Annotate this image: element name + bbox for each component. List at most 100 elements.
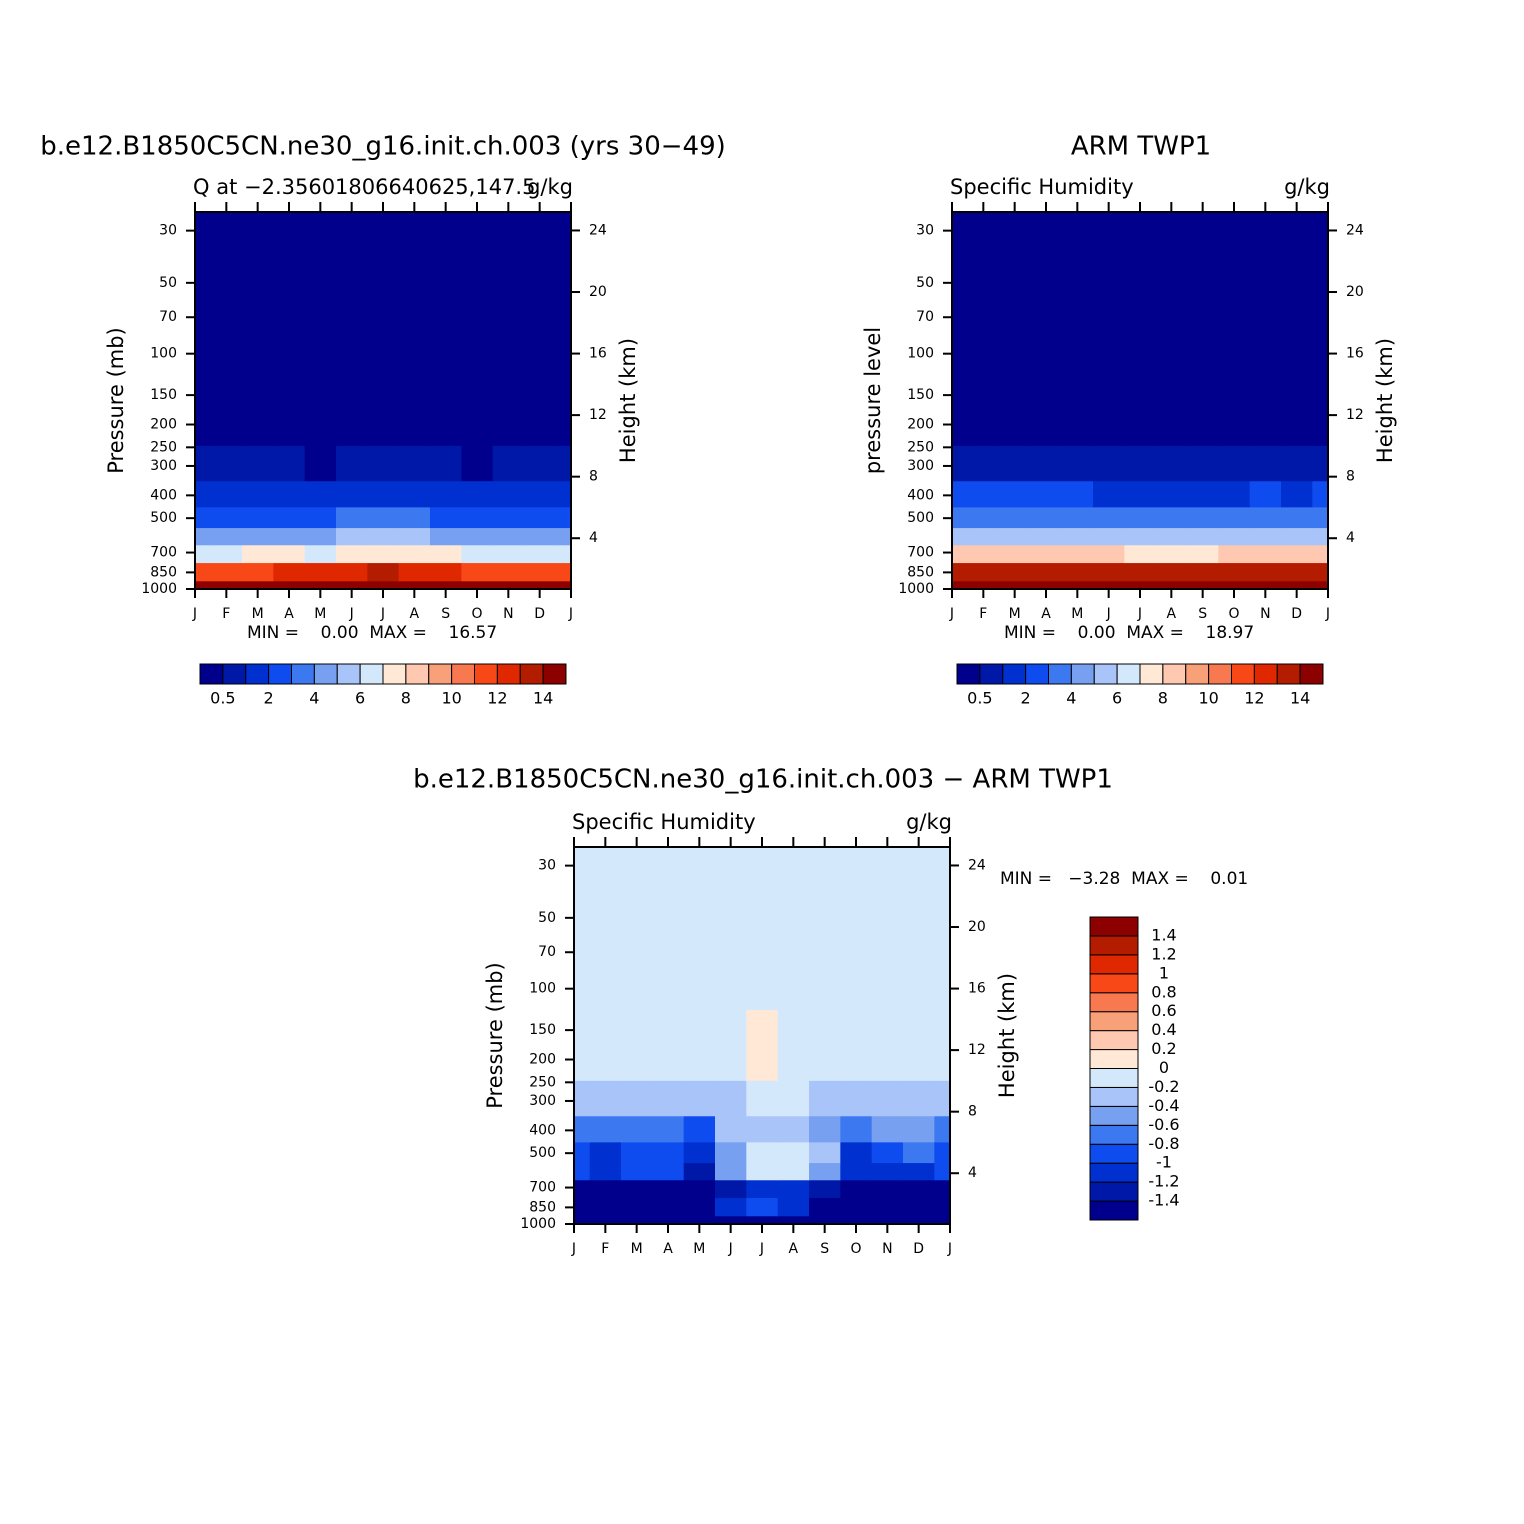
contour-cell [367, 580, 400, 590]
contour-cell [398, 292, 431, 375]
contour-cell [903, 1179, 935, 1199]
x-tick-label: S [820, 1241, 829, 1257]
contour-cell [304, 562, 337, 582]
contour-cell [589, 1162, 622, 1181]
colorbar-box [1089, 1124, 1139, 1145]
y-tick-label: 100 [150, 346, 177, 362]
contour-cell [1093, 292, 1125, 375]
contour-cell [809, 1009, 841, 1046]
y-tick-label: 850 [150, 564, 177, 580]
colorbar-box [1089, 916, 1139, 937]
contour-cell [336, 292, 368, 375]
x-tick-label: J [728, 1241, 733, 1257]
contour-cell [589, 1044, 622, 1081]
contour-cell [999, 562, 1031, 582]
contour-cell [210, 544, 243, 564]
contour-cell [273, 527, 306, 546]
contour-cell [1218, 527, 1251, 546]
contour-cell [999, 374, 1031, 411]
contour-cell [840, 1141, 873, 1164]
y-tick-label: 100 [907, 346, 934, 362]
colorbar-label: -1.2 [1148, 1172, 1179, 1191]
contour-cell [952, 562, 969, 582]
contour-cell [1218, 212, 1251, 293]
contour-cell [871, 927, 904, 1010]
y-axis-title: pressure level [861, 327, 885, 474]
y-tick-label: 200 [150, 417, 177, 433]
contour-cell [524, 580, 556, 590]
x-tick-label: J [949, 606, 954, 622]
y2-axis-title: Height (km) [1373, 338, 1397, 463]
contour-cell [903, 847, 935, 928]
contour-cell [621, 1162, 653, 1181]
y2-tick-label: 12 [589, 407, 607, 423]
contour-cell [461, 480, 494, 508]
colorbar-box [382, 663, 407, 685]
colorbar-box [1089, 935, 1139, 956]
contour-cell [715, 1179, 747, 1199]
contour-cell [777, 927, 810, 1010]
contour-cell [1312, 580, 1329, 590]
contour-cell [621, 1009, 653, 1046]
y-tick-label: 50 [916, 275, 934, 291]
contour-cell [903, 1162, 935, 1181]
y-tick-label: 200 [907, 417, 934, 433]
contour-cell [367, 409, 400, 446]
contour-cell [430, 480, 462, 508]
contour-cell [840, 1115, 873, 1143]
contour-cell [999, 292, 1031, 375]
colorbar-label: 0.5 [967, 689, 992, 708]
contour-cell [652, 1044, 685, 1081]
contour-cell [242, 562, 274, 582]
contour-cell [903, 1009, 935, 1046]
contour-cell [621, 927, 653, 1010]
contour-cell [242, 580, 274, 590]
y-tick-label: 30 [159, 223, 177, 239]
y2-tick-label: 16 [1346, 346, 1364, 362]
contour-cell [242, 374, 274, 411]
contour-cell [574, 1179, 591, 1199]
contour-cell [461, 212, 494, 293]
contour-cell [777, 1215, 810, 1225]
contour-cell [430, 544, 462, 564]
contour-cell [1281, 562, 1313, 582]
contour-cell [840, 1197, 873, 1217]
contour-cell [809, 927, 841, 1010]
contour-cell [1281, 409, 1313, 446]
contour-cell [1093, 562, 1125, 582]
colorbar-box [1162, 663, 1187, 685]
contour-cell [574, 1009, 591, 1046]
contour-cell [524, 480, 556, 508]
y2-tick-label: 4 [589, 530, 598, 546]
contour-cell [746, 1197, 779, 1217]
contour-cell [871, 1197, 904, 1217]
contour-cell [1155, 445, 1188, 482]
colorbar-label: 0.5 [210, 689, 235, 708]
contour-cell [1093, 527, 1125, 546]
colorbar-box [1089, 1049, 1139, 1069]
contour-cell [903, 1141, 935, 1164]
x-tick-label: J [568, 606, 573, 622]
contour-cell [652, 847, 685, 928]
contour-cell [336, 562, 368, 582]
colorbar-box [1048, 663, 1072, 685]
colorbar-box [1089, 1105, 1139, 1126]
contour-cell [1155, 409, 1188, 446]
contour-cell [871, 1141, 904, 1164]
colorbar-box [1089, 973, 1139, 994]
contour-cell [1155, 527, 1188, 546]
x-tick-label: O [1228, 606, 1239, 622]
contour-cell [1030, 292, 1063, 375]
contour-cell [967, 212, 1000, 293]
contour-cell [574, 1162, 591, 1181]
x-tick-label: D [913, 1241, 924, 1257]
colorbar-label: 12 [487, 689, 507, 708]
x-tick-label: S [441, 606, 450, 622]
contour-cell [967, 544, 1000, 564]
subtitle-left: Specific Humidity [572, 810, 756, 834]
contour-cell [621, 847, 653, 928]
contour-cell [1124, 212, 1157, 293]
contour-cell [952, 580, 969, 590]
x-tick-label: J [1137, 606, 1142, 622]
contour-cell [621, 1115, 653, 1143]
